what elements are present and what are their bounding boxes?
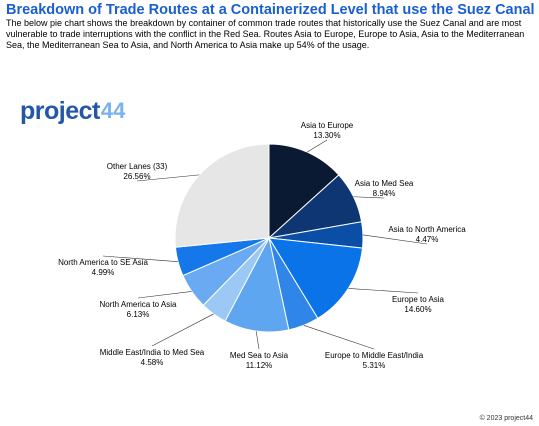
slice-label-value: 4.99% [92, 268, 115, 277]
chart-description: The below pie chart shows the breakdown … [6, 18, 525, 50]
leader-line [362, 234, 428, 245]
slice-label-name: Asia to Europe [301, 121, 354, 130]
slice-label-name: Med Sea to Asia [230, 351, 289, 360]
slice-label-value: 4.47% [416, 235, 439, 244]
slice-label-name: Europe to Middle East/India [325, 351, 424, 360]
leader-line [151, 313, 214, 347]
logo-wordmark: project [20, 97, 100, 125]
pie-slice [268, 237, 364, 320]
slice-label-value: 14.60% [404, 305, 431, 314]
leader-line [137, 291, 192, 299]
slice-label-name: North America to SE Asia [58, 258, 148, 267]
slice-label-value: 6.13% [127, 310, 150, 319]
slice-label-name: Asia to Med Sea [355, 179, 414, 188]
pie-slice [174, 143, 270, 248]
pie-slices [174, 143, 364, 333]
slice-label-value: 8.94% [373, 189, 396, 198]
slice-label-name: Asia to North America [388, 225, 466, 234]
label-other-lanes: Other Lanes (33)26.56% [107, 162, 168, 181]
slice-label-value: 4.58% [141, 358, 164, 367]
slice-label-value: 5.31% [363, 361, 386, 370]
slice-label-name: Other Lanes (33) [107, 162, 168, 171]
copyright-text: © 2023 project44 [479, 415, 533, 422]
project44-logo: project 44 [20, 96, 125, 126]
slice-label-name: Europe to Asia [392, 295, 445, 304]
leader-line [102, 255, 179, 262]
slice-label-value: 13.30% [313, 131, 340, 140]
slice-label-value: 11.12% [246, 361, 273, 370]
leader-line [306, 139, 328, 153]
slice-label-name: North America to Asia [100, 300, 177, 309]
leader-line [255, 331, 260, 350]
logo-number: 44 [100, 98, 126, 123]
leader-line [136, 174, 200, 182]
leader-lines [102, 139, 428, 350]
leader-line [348, 288, 419, 294]
slice-label-value: 26.56% [123, 172, 150, 181]
slice-label-name: Middle East/India to Med Sea [100, 348, 205, 357]
chart-title: Breakdown of Trade Routes at a Container… [6, 2, 535, 18]
leader-line [303, 325, 375, 350]
leader-line [353, 196, 385, 199]
pie-slice [224, 236, 290, 333]
